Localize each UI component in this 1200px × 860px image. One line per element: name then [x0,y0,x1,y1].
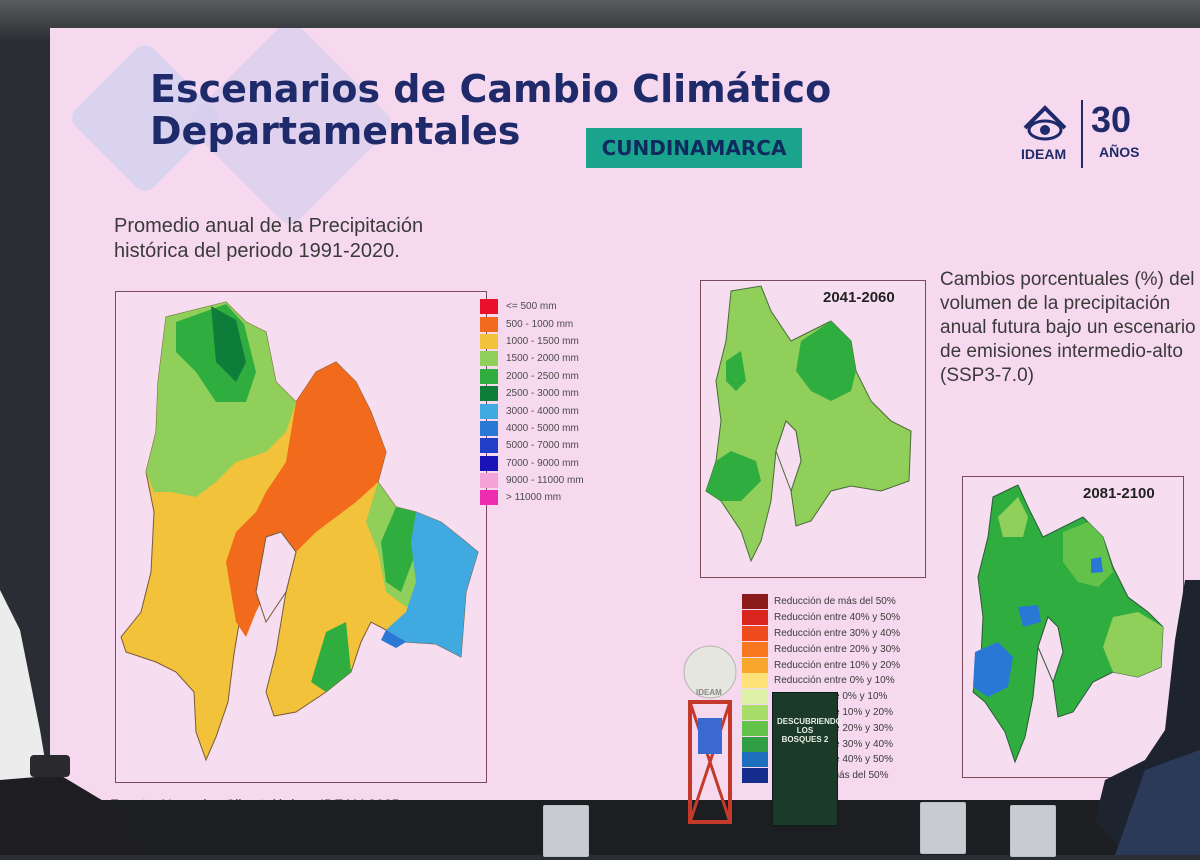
legend-label: 1500 - 2000 mm [506,353,579,365]
department-badge: CUNDINAMARCA [586,128,802,168]
logo-text: IDEAM [1021,146,1067,162]
legend-swatch [480,455,498,471]
anniversary-label: AÑOS [1099,144,1140,160]
legend-item: 2000 - 2500 mm [480,368,584,385]
speaker-left [0,590,140,855]
legend-label: 1000 - 1500 mm [506,335,579,347]
legend-swatch [742,625,768,641]
projection-screen: Escenarios de Cambio Climático Departame… [50,28,1200,820]
legend-swatch [742,768,768,784]
precipitation-legend: <= 500 mm 500 - 1000 mm 1000 - 1500 mm 1500… [480,298,584,507]
legend-swatch [742,641,768,657]
legend-swatch [742,736,768,752]
trophy-label: IDEAM [696,688,722,697]
legend-item: Reducción entre 20% y 30% [742,641,900,657]
legend-swatch [742,689,768,705]
projection-map-graphic [705,285,912,563]
legend-item: 1000 - 1500 mm [480,333,584,350]
legend-label: 3000 - 4000 mm [506,405,579,417]
stage-floor [0,800,1200,855]
legend-label: Reducción entre 10% y 20% [774,659,901,671]
legend-label: 2500 - 3000 mm [506,388,579,400]
legend-swatch [742,594,768,610]
legend-item: 5000 - 7000 mm [480,437,584,454]
legend-label: Reducción de más del 50% [774,596,896,608]
legend-swatch [480,490,498,506]
legend-swatch [480,403,498,419]
legend-label: Reducción entre 20% y 30% [774,643,901,655]
legend-item: Reducción de más del 50% [742,594,900,610]
legend-label: 500 - 1000 mm [506,318,574,330]
projection-map-2041-2060: 2041-2060 [700,280,926,578]
legend-label: Reducción entre 0% y 10% [774,675,895,687]
projection-map-graphic [972,484,1164,764]
title-line-2: Departamentales [150,109,521,153]
legend-swatch [480,333,498,349]
ideam-logo: IDEAM 30 AÑOS [1015,100,1155,170]
eye-icon [1023,105,1067,141]
period-label: 2081-2100 [1083,485,1155,502]
legend-swatch [480,351,498,367]
projection-caption: Cambios porcentuales (%) del volumen de … [940,269,1196,386]
anniversary-number: 30 [1091,99,1132,140]
water-glass [920,802,966,854]
legend-swatch [742,610,768,626]
legend-swatch [480,438,498,454]
legend-swatch [480,386,498,402]
legend-item: Reducción entre 40% y 50% [742,610,900,626]
water-glass [543,805,589,857]
speaker-right [1085,580,1200,855]
historical-precipitation-map [115,291,487,783]
legend-swatch [742,657,768,673]
legend-item: 4000 - 5000 mm [480,420,584,437]
department-map-graphic [120,301,479,762]
legend-label: 9000 - 11000 mm [506,475,584,487]
legend-label: 7000 - 9000 mm [506,457,579,469]
legend-label: <= 500 mm [506,301,557,313]
legend-swatch [742,673,768,689]
legend-item: 1500 - 2000 mm [480,350,584,367]
legend-label: 5000 - 7000 mm [506,440,579,452]
book: DESCUBRIENDO LOS BOSQUES 2 [772,692,842,826]
book-title: DESCUBRIENDO LOS BOSQUES 2 [777,717,842,744]
legend-swatch [480,473,498,489]
legend-label: Reducción entre 40% y 50% [774,612,901,624]
legend-item: 3000 - 4000 mm [480,402,584,419]
award-trophy: IDEAM [676,644,748,830]
legend-label: > 11000 mm [506,492,562,504]
legend-item: 9000 - 11000 mm [480,472,584,489]
title-line-1: Escenarios de Cambio Climático [150,67,832,111]
legend-item: 500 - 1000 mm [480,315,584,332]
legend-item: <= 500 mm [480,298,584,315]
legend-swatch [480,420,498,436]
legend-label: Reducción entre 30% y 40% [774,627,901,639]
legend-swatch [480,368,498,384]
legend-item: 7000 - 9000 mm [480,455,584,472]
water-glass [1010,805,1056,857]
slide-title: Escenarios de Cambio Climático Departame… [150,68,831,152]
legend-swatch [742,720,768,736]
legend-label: 2000 - 2500 mm [506,370,579,382]
legend-item: Reducción entre 10% y 20% [742,657,900,673]
legend-item: Reducción entre 30% y 40% [742,625,901,642]
legend-item: Reducción entre 0% y 10% [742,673,900,689]
legend-swatch [480,316,498,332]
legend-label: 4000 - 5000 mm [506,422,579,434]
legend-swatch [742,752,768,768]
legend-swatch [742,704,768,720]
logo-divider [1081,100,1083,168]
legend-item: 2500 - 3000 mm [480,385,584,402]
historical-map-caption: Promedio anual de la Precipitación histó… [114,215,424,262]
legend-swatch [480,299,498,315]
legend-item: > 11000 mm [480,489,584,506]
period-label: 2041-2060 [823,289,895,306]
